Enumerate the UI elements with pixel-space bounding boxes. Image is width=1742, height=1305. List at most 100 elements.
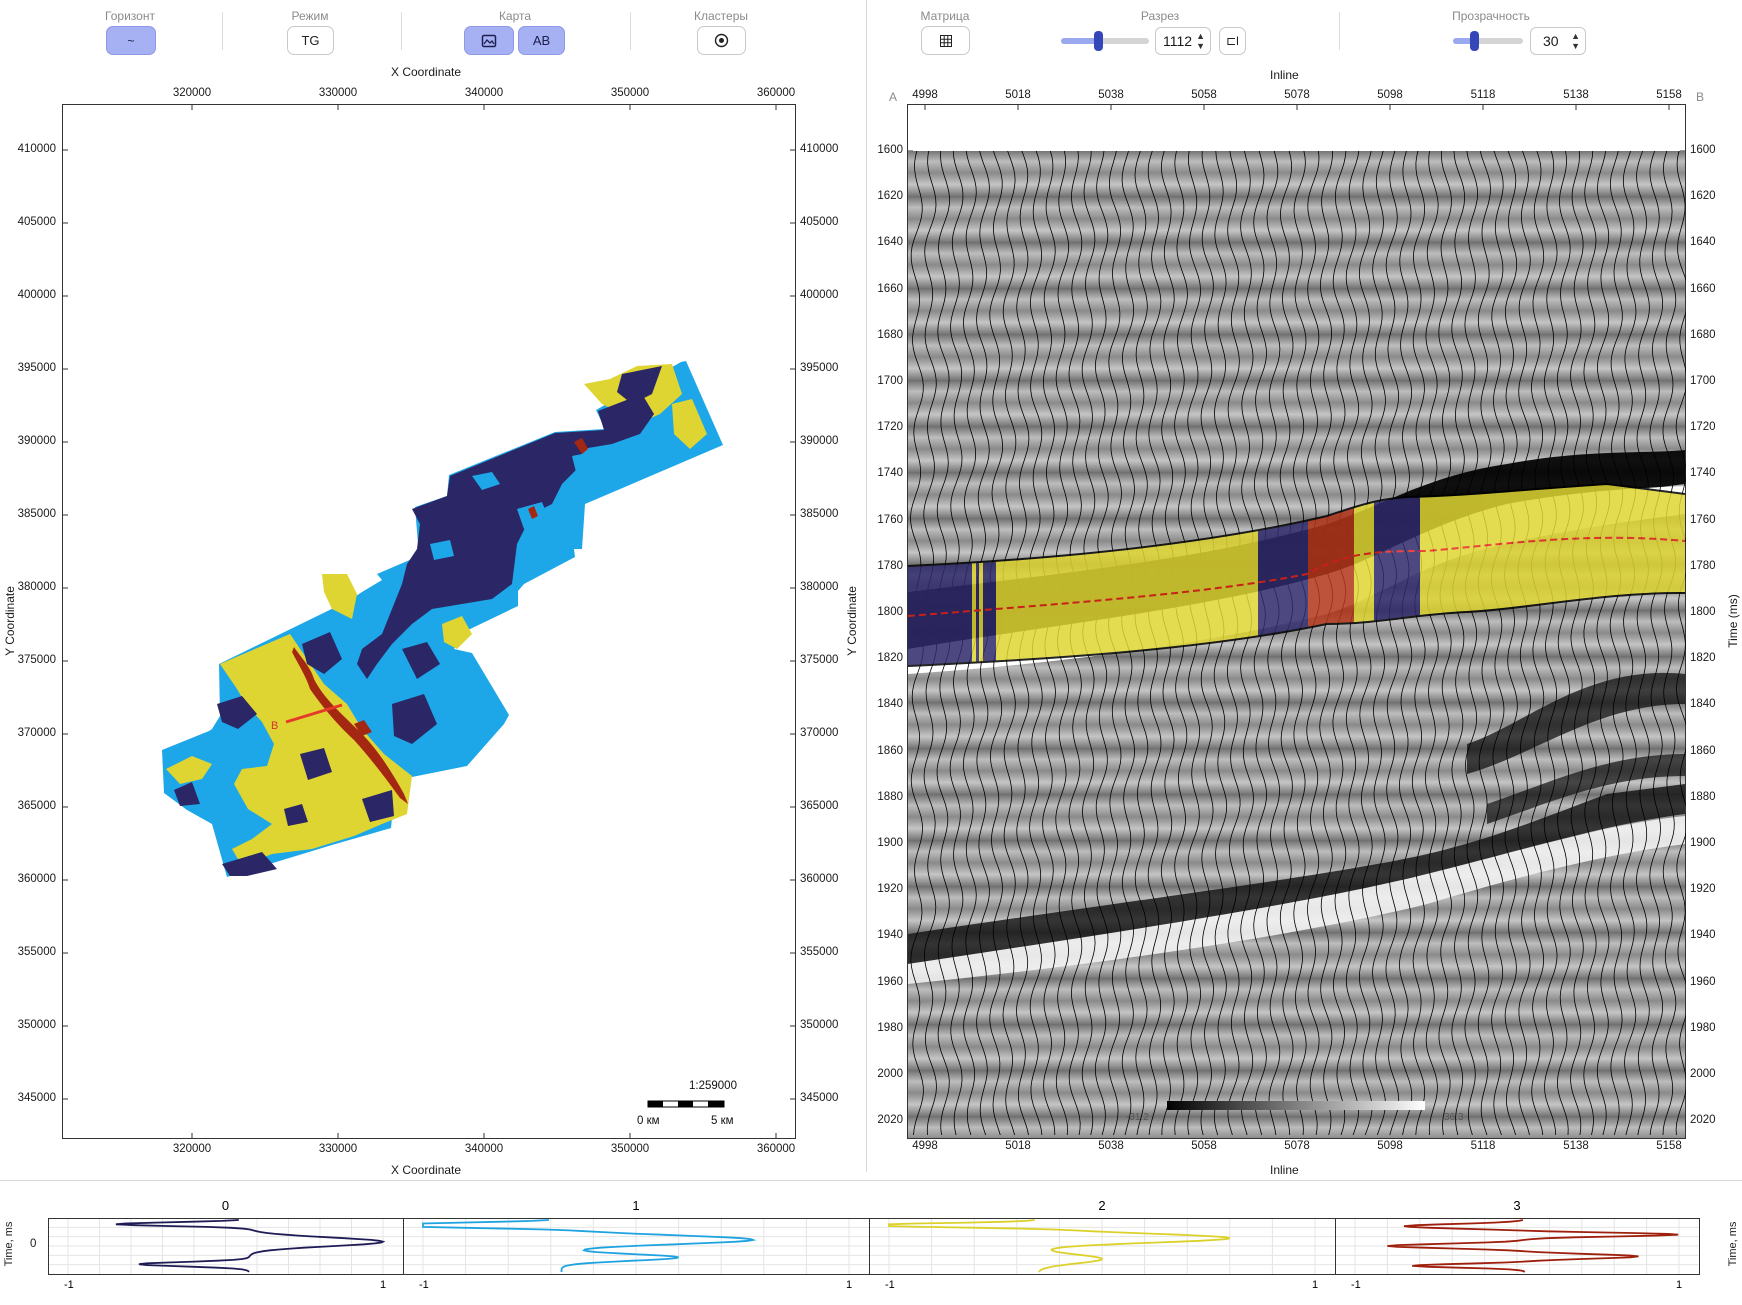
amplitude-colorbar: -31.2 36.3 bbox=[1126, 1101, 1464, 1123]
opacity-spinbox[interactable]: 30 ▲ ▼ bbox=[1530, 27, 1586, 55]
map-y-tick-label: 365000 bbox=[800, 800, 839, 812]
section-x-tick-label: 5098 bbox=[1377, 89, 1403, 101]
section-end-label: B bbox=[271, 720, 278, 732]
wiggle-trace bbox=[1358, 150, 1373, 1136]
map-x-axis-title-top: X Coordinate bbox=[391, 65, 462, 79]
map-y-tick-label: 350000 bbox=[17, 1019, 56, 1031]
section-line-ab[interactable] bbox=[285, 703, 343, 724]
section-slider-handle[interactable] bbox=[1093, 31, 1103, 51]
section-y-tick-label: 1680 bbox=[1690, 328, 1716, 341]
section-spinbox[interactable]: 1112 ▲ ▼ bbox=[1155, 27, 1211, 55]
map-y-tick-label: 365000 bbox=[17, 800, 56, 812]
map-y-tick-label: 385000 bbox=[17, 508, 56, 520]
colorbar-max-label: 36.3 bbox=[1444, 1112, 1464, 1123]
panel-divider bbox=[0, 1180, 1742, 1181]
section-y-tick-label: 1940 bbox=[877, 929, 903, 942]
opacity-value: 30 bbox=[1543, 33, 1559, 49]
wiggle-trace bbox=[1451, 150, 1466, 1136]
section-x-tick-label: 5058 bbox=[1191, 89, 1217, 101]
section-y-tick-label: 1860 bbox=[877, 744, 903, 757]
wiggle-trace bbox=[1332, 150, 1347, 1136]
clusters-button[interactable] bbox=[697, 26, 746, 55]
toolbar-separator bbox=[1339, 12, 1340, 50]
section-y-tick-label: 1660 bbox=[1690, 282, 1716, 295]
wiggle-trace bbox=[1583, 150, 1598, 1136]
section-y-tick-label: 1600 bbox=[877, 144, 903, 156]
toolbar-separator bbox=[401, 12, 402, 50]
wavelet-plot: 3-11Amp bbox=[1335, 1198, 1700, 1288]
map-y-tick-label: 390000 bbox=[800, 435, 839, 447]
section-pick-button[interactable]: ⊏l bbox=[1219, 27, 1246, 55]
group-label-mode: Режим bbox=[291, 9, 329, 23]
section-x-tick-label: 5158 bbox=[1656, 1140, 1682, 1152]
section-x-tick-label: 5018 bbox=[1005, 89, 1031, 101]
grid-icon bbox=[939, 34, 952, 47]
section-y-tick-label: 1880 bbox=[1690, 790, 1716, 803]
map-y-tick-label: 370000 bbox=[17, 727, 56, 739]
map-frame-ticks bbox=[62, 104, 796, 1139]
wavelet-curve bbox=[115, 1219, 386, 1273]
wavelet-y-axis-title-left: Time, ms bbox=[3, 1221, 15, 1267]
section-x-tick-label: 5058 bbox=[1191, 1140, 1217, 1152]
horizon-button[interactable]: ~ bbox=[106, 26, 156, 55]
wavelet-plot: 2-11Amp bbox=[869, 1198, 1336, 1288]
wavelet-curve bbox=[1387, 1219, 1679, 1273]
wavelet-plot: 1-11Amp bbox=[403, 1198, 870, 1288]
ab-section-button[interactable]: AB bbox=[518, 26, 565, 55]
section-y-tick-label: 1840 bbox=[1690, 698, 1716, 711]
wiggle-trace bbox=[1570, 150, 1584, 1136]
section-x-tick-label: 5118 bbox=[1470, 89, 1496, 101]
wiggle-trace bbox=[1345, 150, 1360, 1136]
map-x-axis-title-bottom: X Coordinate bbox=[391, 1163, 462, 1177]
section-y-tick-label: 1920 bbox=[877, 883, 903, 896]
section-y-tick-label: 1960 bbox=[877, 975, 903, 988]
section-y-tick-label: 1720 bbox=[877, 421, 903, 434]
map-x-tick-label: 320000 bbox=[172, 1143, 212, 1155]
map-x-tick-label: 330000 bbox=[318, 1143, 358, 1155]
opacity-slider-handle[interactable] bbox=[1470, 31, 1479, 51]
wiggle-trace bbox=[1319, 151, 1334, 1136]
group-label-section: Разрез bbox=[1140, 9, 1180, 23]
spin-arrows-icon[interactable]: ▲ ▼ bbox=[1196, 31, 1205, 51]
map-y-tick-label: 360000 bbox=[17, 873, 56, 885]
wavelet-y-tick: 0 bbox=[30, 1238, 37, 1250]
map-y-tick-label: 345000 bbox=[800, 1092, 839, 1104]
map-image-icon bbox=[481, 34, 497, 47]
section-y-tick-label: 1740 bbox=[877, 467, 903, 480]
section-y-axis-title: Time (ms) bbox=[1726, 594, 1740, 648]
section-y-tick-label: 1920 bbox=[1690, 883, 1716, 896]
section-x-axis-title-top: Inline bbox=[1270, 68, 1299, 82]
wiggle-trace bbox=[1411, 150, 1426, 1136]
map-image-button[interactable] bbox=[464, 26, 514, 55]
wiggle-trace bbox=[1438, 150, 1452, 1136]
section-x-tick-label: 4998 bbox=[912, 89, 938, 101]
section-y-tick-label: 1780 bbox=[877, 559, 903, 572]
spin-arrows-icon[interactable]: ▲ ▼ bbox=[1571, 31, 1580, 51]
section-y-tick-label: 1660 bbox=[877, 282, 903, 295]
wiggle-trace bbox=[1398, 150, 1413, 1136]
wiggle-trace bbox=[1279, 150, 1294, 1136]
toolbar-separator bbox=[630, 12, 631, 50]
group-label-clusters: Кластеры bbox=[694, 9, 748, 23]
section-y-tick-label: 1720 bbox=[1690, 421, 1716, 434]
seismic-canvas[interactable]: -31.2 36.3 bbox=[907, 104, 1686, 1139]
wiggle-trace bbox=[1649, 150, 1664, 1136]
section-x-axis-title-bottom: Inline bbox=[1270, 1163, 1299, 1177]
section-y-tick-label: 1840 bbox=[877, 698, 903, 711]
section-y-tick-label: 1800 bbox=[1690, 606, 1716, 618]
section-y-tick-label: 2000 bbox=[1690, 1068, 1716, 1080]
section-value: 1112 bbox=[1163, 33, 1193, 49]
map-canvas[interactable]: B 1:259000 0 км 5 км bbox=[62, 104, 796, 1139]
matrix-button[interactable] bbox=[921, 26, 970, 55]
map-x-tick-label: 350000 bbox=[610, 87, 650, 99]
wavelet-x-min: -1 bbox=[885, 1279, 895, 1288]
wiggle-trace bbox=[1425, 150, 1439, 1136]
wiggle-trace bbox=[1556, 150, 1571, 1136]
wiggle-trace bbox=[1253, 150, 1268, 1136]
map-y-tick-label: 360000 bbox=[800, 873, 839, 885]
wiggle-trace bbox=[1385, 150, 1400, 1136]
wavelet-x-min: -1 bbox=[64, 1279, 74, 1288]
wiggle-trace bbox=[1266, 150, 1281, 1136]
map-y-tick-label: 355000 bbox=[800, 946, 839, 958]
mode-tg-button[interactable]: TG bbox=[287, 26, 334, 55]
